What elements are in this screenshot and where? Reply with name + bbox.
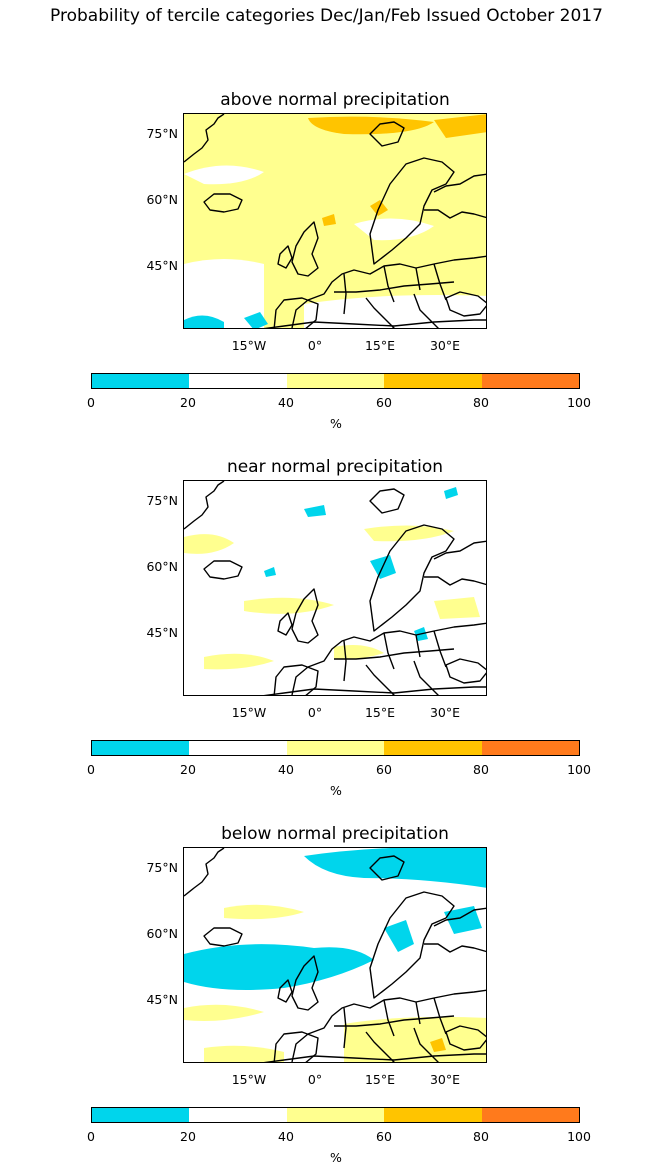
lon-label-0: 0° [307,1072,323,1087]
lon-label-15w: 15°W [231,338,267,353]
colorbar-tick: 40 [278,1129,294,1144]
lat-label-45n: 45°N [146,992,178,1007]
panel-title-above: above normal precipitation [220,90,450,110]
colorbar-bin-0-20 [92,1108,190,1122]
colorbar-tick: 20 [180,395,196,410]
colorbar-bin-20-40 [189,741,287,755]
map-above[interactable] [183,113,487,329]
colorbar-unit-label: % [330,783,342,798]
lat-label-75n: 75°N [146,126,178,141]
panel-title-near: near normal precipitation [226,457,444,477]
map-below[interactable] [183,847,487,1063]
lon-label-15e: 15°E [364,338,396,353]
colorbar-bin-20-40 [189,374,287,388]
colorbar-unit-label: % [330,1150,342,1165]
colorbar-bin-60-80 [384,374,482,388]
colorbar-bin-0-20 [92,374,190,388]
lon-label-30e: 30°E [429,705,461,720]
figure-title: Probability of tercile categories Dec/Ja… [50,6,603,26]
colorbar-bin-80-100 [481,741,580,755]
panel-title-below: below normal precipitation [221,824,449,844]
colorbar-bin-60-80 [384,741,482,755]
colorbar-bin-20-40 [189,1108,287,1122]
colorbar-tick: 60 [376,1129,392,1144]
lon-label-0: 0° [307,338,323,353]
lat-label-45n: 45°N [146,258,178,273]
colorbar-bin-80-100 [481,1108,580,1122]
colorbar-unit-label: % [330,416,342,431]
lat-label-75n: 75°N [146,493,178,508]
colorbar-tick: 80 [473,762,489,777]
colorbar-tick: 0 [87,1129,95,1144]
lat-label-60n: 60°N [146,192,178,207]
lon-label-30e: 30°E [429,1072,461,1087]
lat-label-75n: 75°N [146,860,178,875]
lat-label-45n: 45°N [146,625,178,640]
lon-label-15e: 15°E [364,705,396,720]
colorbar-tick: 20 [180,1129,196,1144]
lat-label-60n: 60°N [146,926,178,941]
lon-label-15w: 15°W [231,1072,267,1087]
colorbar-near [91,740,580,756]
lat-label-60n: 60°N [146,559,178,574]
colorbar-tick: 40 [278,395,294,410]
lon-label-15e: 15°E [364,1072,396,1087]
colorbar-bin-40-60 [286,374,385,388]
colorbar-tick: 20 [180,762,196,777]
colorbar-below [91,1107,580,1123]
colorbar-bin-60-80 [384,1108,482,1122]
colorbar-tick: 80 [473,1129,489,1144]
map-near[interactable] [183,480,487,696]
colorbar-tick: 0 [87,395,95,410]
lon-label-30e: 30°E [429,338,461,353]
lon-label-15w: 15°W [231,705,267,720]
colorbar-tick: 100 [567,1129,591,1144]
colorbar-bin-40-60 [286,741,385,755]
colorbar-tick: 80 [473,395,489,410]
colorbar-tick: 0 [87,762,95,777]
colorbar-tick: 100 [567,395,591,410]
colorbar-above [91,373,580,389]
colorbar-tick: 60 [376,762,392,777]
colorbar-bin-40-60 [286,1108,385,1122]
colorbar-tick: 100 [567,762,591,777]
colorbar-bin-80-100 [481,374,580,388]
colorbar-bin-0-20 [92,741,190,755]
colorbar-tick: 60 [376,395,392,410]
colorbar-tick: 40 [278,762,294,777]
lon-label-0: 0° [307,705,323,720]
